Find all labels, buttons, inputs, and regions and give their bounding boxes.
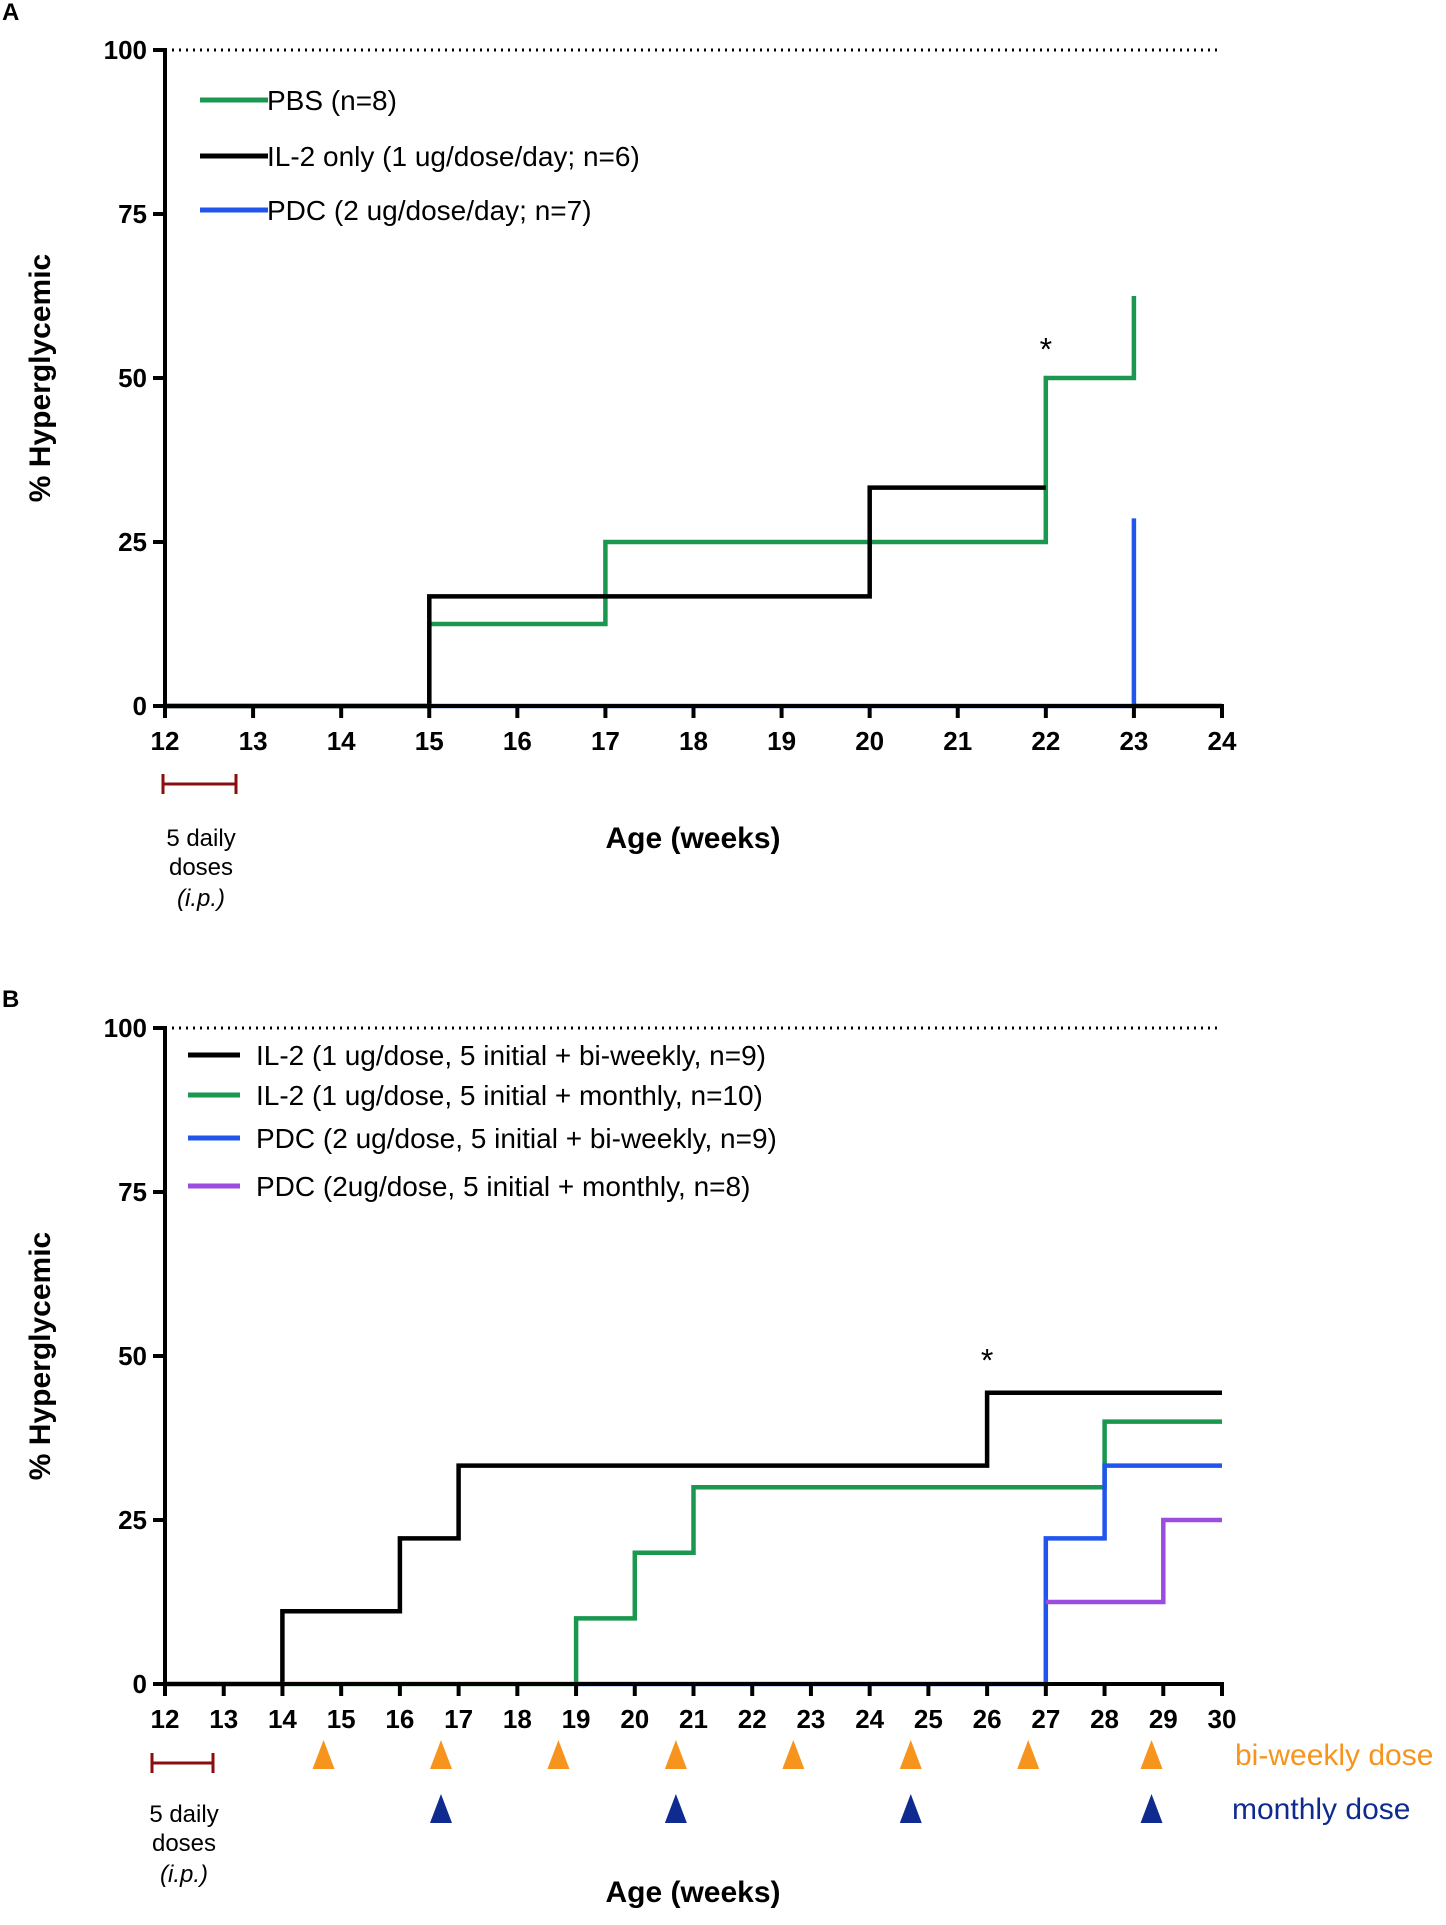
biweekly-dose-marker-icon xyxy=(1017,1740,1040,1769)
treatment-note-line2: doses xyxy=(169,854,233,881)
y-tick-label: 50 xyxy=(118,1341,147,1371)
series-line-1 xyxy=(165,1390,1222,1687)
panel-b-chart: B 0 25 50 75 100 % Hyperglycemic 12 13 14 15 16 17… xyxy=(2,986,1433,1909)
legend-label: IL-2 only (1 ug/dose/day; n=6) xyxy=(267,141,640,172)
x-tick-label: 14 xyxy=(327,726,356,756)
biweekly-dose-marker-icon xyxy=(312,1740,335,1769)
y-tick-label: 0 xyxy=(133,1669,147,1699)
y-axis-title: % Hyperglycemic xyxy=(24,254,57,502)
legend-label: PDC (2 ug/dose/day; n=7) xyxy=(267,195,592,226)
x-tick-label: 26 xyxy=(973,1704,1002,1734)
x-tick-label: 15 xyxy=(415,726,444,756)
x-tick-label: 24 xyxy=(1208,726,1237,756)
x-tick-label: 19 xyxy=(562,1704,591,1734)
legend-label: PDC (2 ug/dose, 5 initial + bi-weekly, n… xyxy=(256,1123,777,1154)
series-line-3 xyxy=(429,518,1137,709)
x-tick-label: 22 xyxy=(738,1704,767,1734)
x-axis-title: Age (weeks) xyxy=(605,822,780,855)
y-tick-label: 100 xyxy=(104,35,147,65)
biweekly-dose-marker-icon xyxy=(547,1740,570,1769)
treatment-bracket xyxy=(150,1753,215,1773)
significance-asterisk: * xyxy=(1040,332,1052,368)
x-tick-label: 17 xyxy=(444,1704,473,1734)
x-tick-label: 21 xyxy=(943,726,972,756)
y-tick-label: 0 xyxy=(133,691,147,721)
x-tick-label: 22 xyxy=(1031,726,1060,756)
panel-b-label: B xyxy=(2,986,19,1013)
x-tick-label: 14 xyxy=(268,1704,297,1734)
legend-label: PBS (n=8) xyxy=(267,85,397,116)
treatment-note-line1: 5 daily xyxy=(166,825,235,852)
legend-label: IL-2 (1 ug/dose, 5 initial + bi-weekly, … xyxy=(256,1040,766,1071)
monthly-dose-label: monthly dose xyxy=(1232,1793,1410,1826)
x-tick-label: 25 xyxy=(914,1704,943,1734)
y-tick-label: 75 xyxy=(118,1177,147,1207)
series-line-3 xyxy=(576,1463,1222,1687)
x-tick-label: 19 xyxy=(767,726,796,756)
monthly-dose-marker-icon xyxy=(429,1794,452,1823)
monthly-dose-marker-icon xyxy=(664,1794,687,1823)
series-line-4 xyxy=(1045,1517,1222,1605)
panel-a-chart: A 0 25 50 75 100 % Hyperglycemic 12 13 14 15 16 17… xyxy=(2,0,1237,912)
biweekly-dose-marker-icon xyxy=(429,1740,452,1769)
y-axis-title: % Hyperglycemic xyxy=(24,1232,57,1480)
y-tick-label: 25 xyxy=(118,1505,147,1535)
x-tick-label: 17 xyxy=(591,726,620,756)
biweekly-dose-marker-icon xyxy=(782,1740,805,1769)
monthly-dose-marker-icon xyxy=(1140,1794,1163,1823)
series-line-2 xyxy=(282,1419,1222,1687)
x-tick-label: 13 xyxy=(239,726,268,756)
treatment-bracket xyxy=(161,774,238,794)
legend-label: PDC (2ug/dose, 5 initial + monthly, n=8) xyxy=(256,1171,750,1202)
biweekly-dose-label: bi-weekly dose xyxy=(1235,1739,1433,1772)
y-tick-label: 75 xyxy=(118,199,147,229)
x-tick-label: 20 xyxy=(620,1704,649,1734)
x-tick-label: 28 xyxy=(1090,1704,1119,1734)
x-tick-label: 12 xyxy=(151,726,180,756)
x-tick-label: 18 xyxy=(679,726,708,756)
x-tick-label: 24 xyxy=(855,1704,884,1734)
biweekly-dose-marker-icon xyxy=(899,1740,922,1769)
treatment-note-line1: 5 daily xyxy=(149,1801,218,1828)
x-tick-label: 30 xyxy=(1208,1704,1237,1734)
monthly-dose-marker-icon xyxy=(899,1794,922,1823)
x-tick-label: 23 xyxy=(796,1704,825,1734)
x-tick-label: 16 xyxy=(503,726,532,756)
x-tick-label: 21 xyxy=(679,1704,708,1734)
x-tick-label: 29 xyxy=(1149,1704,1178,1734)
legend-label: IL-2 (1 ug/dose, 5 initial + monthly, n=… xyxy=(256,1080,763,1111)
y-tick-label: 25 xyxy=(118,527,147,557)
series-line-2 xyxy=(165,485,1046,709)
x-tick-label: 20 xyxy=(855,726,884,756)
x-tick-label: 27 xyxy=(1031,1704,1060,1734)
x-axis-title: Age (weeks) xyxy=(605,1876,780,1909)
biweekly-dose-marker-icon xyxy=(664,1740,687,1769)
y-tick-label: 50 xyxy=(118,363,147,393)
treatment-note-line3: (i.p.) xyxy=(160,1861,208,1888)
biweekly-dose-marker-icon xyxy=(1140,1740,1163,1769)
x-tick-label: 15 xyxy=(327,1704,356,1734)
series-line-1 xyxy=(165,296,1137,709)
x-tick-label: 18 xyxy=(503,1704,532,1734)
x-tick-label: 12 xyxy=(151,1704,180,1734)
treatment-note-line2: doses xyxy=(152,1830,216,1857)
x-tick-label: 16 xyxy=(385,1704,414,1734)
panel-a-label: A xyxy=(2,0,19,26)
treatment-note-line3: (i.p.) xyxy=(177,885,225,912)
x-tick-label: 13 xyxy=(209,1704,238,1734)
y-tick-label: 100 xyxy=(104,1013,147,1043)
significance-asterisk: * xyxy=(981,1342,993,1378)
x-tick-label: 23 xyxy=(1119,726,1148,756)
